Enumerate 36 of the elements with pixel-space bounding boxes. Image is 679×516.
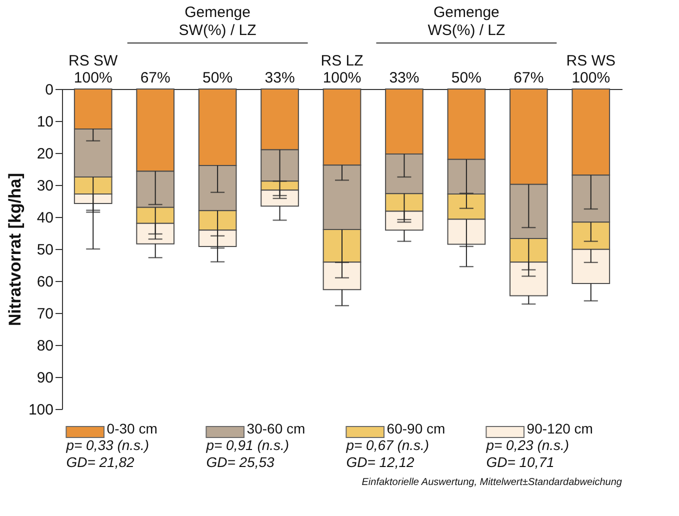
- text: p= 0,91 (n.s.): [205, 437, 290, 454]
- y-tick-label: 100: [28, 402, 54, 418]
- y-tick-label: 90: [36, 370, 54, 386]
- x-tick-label: RS SW 100%: [68, 52, 119, 86]
- text: GD= 21,82: [66, 454, 135, 470]
- y-tick-label: 20: [36, 146, 54, 162]
- y-tick-label: 10: [36, 114, 54, 130]
- text: p= 0,23 (n.s.): [485, 437, 570, 454]
- y-axis-title: Nitratvorrat [kg/ha]: [5, 172, 24, 326]
- x-tick-label: 67%: [140, 70, 170, 86]
- x-tick-label: 50%: [451, 70, 482, 86]
- text: GD= 25,53: [206, 454, 275, 470]
- text: p= 0,67 (n.s.): [345, 437, 430, 454]
- x-tick-label: RS WS 100%: [566, 52, 616, 86]
- text: GD= 12,12: [346, 454, 415, 470]
- x-tick-label: 33%: [389, 70, 420, 86]
- x-tick-label: 33%: [264, 70, 295, 86]
- legend-label: 0-30 cm: [106, 420, 158, 436]
- y-tick-label: 50: [36, 242, 54, 258]
- y-tick-label: 40: [36, 210, 54, 226]
- x-tick-label: 67%: [514, 70, 544, 86]
- y-tick-label: 30: [36, 178, 54, 194]
- y-tick-label: 60: [36, 274, 54, 290]
- x-tick-label: RS LZ 100%: [320, 52, 364, 86]
- legend-label: 30-60 cm: [246, 420, 306, 436]
- text: p= 0,33 (n.s.): [65, 437, 150, 454]
- legend-label: 60-90 cm: [386, 420, 446, 436]
- y-tick-label: 70: [36, 306, 54, 322]
- y-tick-label: 0: [45, 82, 54, 98]
- text: Gemenge WS(%) / LZ: [428, 4, 506, 39]
- text: GD= 10,71: [486, 454, 554, 470]
- text: Einfaktorielle Auswertung, Mittelwert±Standardabweichung: [362, 477, 622, 488]
- legend-label: 90-120 cm: [526, 420, 593, 436]
- x-tick-label: 50%: [202, 70, 233, 86]
- y-tick-label: 80: [36, 338, 54, 354]
- text: Gemenge SW(%) / LZ: [178, 4, 256, 39]
